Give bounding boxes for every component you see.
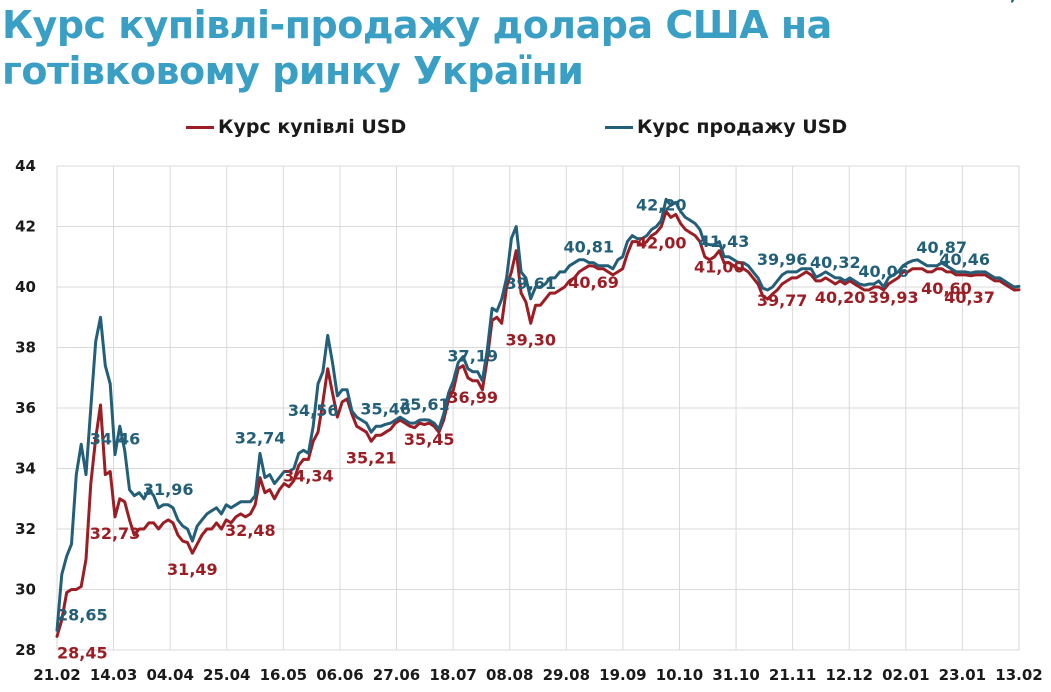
data-label: 35,45: [404, 430, 455, 449]
sell-series-line: [55, 197, 1021, 632]
x-tick-label: 25.04: [203, 666, 250, 684]
data-label: 40,87: [916, 238, 967, 257]
series-lines: [55, 197, 1021, 638]
data-label: 40,37: [944, 288, 995, 307]
data-label: 32,48: [225, 521, 276, 540]
buy-series-line: [55, 209, 1021, 638]
x-tick-label: 29.08: [543, 666, 590, 684]
legend-item-sell: Курс продажу USD: [605, 116, 847, 138]
x-tick-label: 13.02: [995, 666, 1042, 684]
y-tick-label: 32: [15, 520, 36, 538]
data-labels: 28,45 32,73 31,49 32,48 34,34 35,21 35,45 36,99…: [57, 0, 1038, 662]
x-tick-label: 18.07: [429, 666, 476, 684]
data-label: 32,73: [90, 524, 141, 543]
x-tick-label: 21.02: [33, 666, 80, 684]
data-label: 37,19: [447, 347, 498, 366]
data-label: 34,34: [283, 466, 334, 485]
data-label: 40,06: [858, 262, 909, 281]
chart-title: Курс купівлі-продажу долара США на готів…: [2, 3, 832, 93]
legend-item-buy: Курс купівлі USD: [186, 116, 406, 138]
legend-swatch-buy: [186, 125, 214, 129]
x-tick-label: 27.06: [373, 666, 420, 684]
data-label: 39,93: [868, 288, 919, 307]
x-tick-label: 23.01: [939, 666, 986, 684]
legend-label-sell: Курс продажу USD: [637, 116, 848, 138]
x-tick-label: 12.12: [826, 666, 873, 684]
y-axis-ticks: 28 30 32 34 36 38 40 42 44: [15, 157, 36, 659]
data-label: 40,81: [563, 237, 614, 256]
x-tick-label: 10.10: [656, 666, 703, 684]
data-label: 42,00: [636, 234, 687, 253]
data-label: 42,20: [636, 195, 687, 214]
data-label: 31,49: [167, 560, 218, 579]
data-label: 41,00: [694, 258, 745, 277]
data-label: 40,20: [815, 288, 866, 307]
y-tick-label: 30: [15, 581, 36, 599]
data-label: 35,21: [346, 448, 397, 467]
data-label: 35,46: [360, 399, 411, 418]
data-label: 34,46: [90, 430, 141, 449]
data-label: 28,45: [57, 643, 108, 662]
y-tick-label: 42: [15, 218, 36, 236]
x-tick-label: 04.04: [146, 666, 193, 684]
legend-swatch-sell: [605, 125, 633, 129]
data-label: 40,46: [939, 250, 990, 269]
x-axis-ticks: 21.02 14.03 04.04 25.04 16.05 06.06 27.06 18.07…: [33, 666, 1042, 684]
x-tick-label: 16.05: [260, 666, 307, 684]
y-tick-label: 28: [15, 641, 36, 659]
data-label: 40,60: [921, 279, 972, 298]
x-tick-label: 06.06: [316, 666, 363, 684]
x-tick-label: 21.11: [769, 666, 816, 684]
data-label: 31,96: [143, 480, 194, 499]
data-label: 39,61: [505, 274, 556, 293]
data-label: 39,96: [757, 250, 808, 269]
data-label: 40,32: [810, 253, 861, 272]
data-label: 39,77: [757, 291, 808, 310]
data-label: 40,02: [988, 0, 1039, 4]
data-label: 39,30: [505, 330, 556, 349]
x-tick-label: 14.03: [90, 666, 137, 684]
x-tick-label: 08.08: [486, 666, 533, 684]
x-tick-label: 02.01: [882, 666, 929, 684]
data-label: 35,61: [399, 395, 450, 414]
x-tick-label: 19.09: [599, 666, 646, 684]
y-tick-label: 38: [15, 339, 36, 357]
y-tick-label: 36: [15, 399, 36, 417]
data-label: 40,69: [568, 273, 619, 292]
legend-label-buy: Курс купівлі USD: [218, 116, 407, 138]
y-tick-label: 44: [15, 157, 36, 175]
data-label: 41,43: [699, 232, 750, 251]
x-tick-label: 31.10: [712, 666, 759, 684]
data-label: 28,65: [57, 605, 108, 624]
data-label: 32,74: [235, 428, 286, 447]
y-tick-label: 34: [15, 460, 36, 478]
data-label: 39,91: [988, 0, 1039, 4]
y-tick-label: 40: [15, 278, 36, 296]
data-label: 36,99: [447, 388, 498, 407]
data-label: 34,56: [288, 401, 339, 420]
